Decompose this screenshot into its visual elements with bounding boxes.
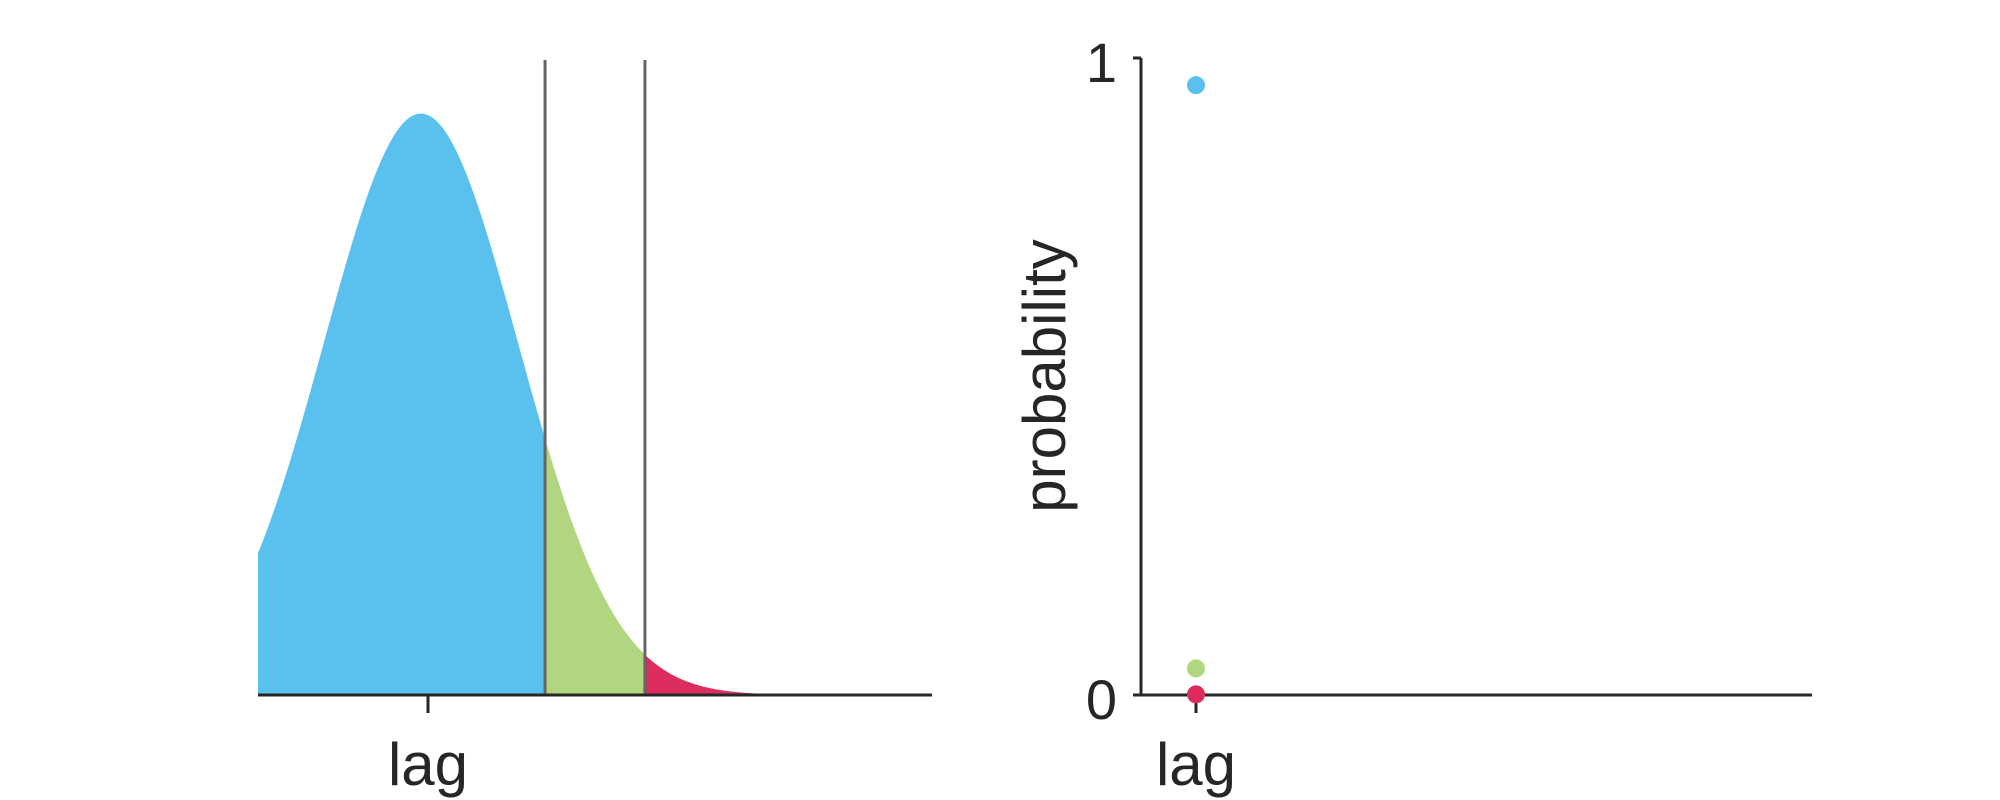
density-region-2 (545, 438, 645, 695)
density-region-3 (644, 654, 932, 695)
density-panel: lag (258, 60, 932, 798)
probability-point-2 (1187, 659, 1205, 678)
probability-y-tick-label-0: 0 (1086, 668, 1117, 731)
probability-y-axis-label: probability (1011, 239, 1078, 513)
probability-points (1187, 76, 1205, 704)
probability-point-3 (1187, 685, 1205, 704)
density-x-axis-label: lag (388, 731, 468, 798)
probability-y-tick-label-1: 1 (1086, 31, 1117, 94)
probability-point-1 (1187, 76, 1205, 95)
probability-panel: 1 0 probability lag (1011, 31, 1812, 798)
threshold-lines (543, 60, 647, 695)
density-regions (258, 113, 932, 695)
density-region-1 (258, 113, 546, 695)
probability-x-axis-label: lag (1156, 731, 1236, 798)
